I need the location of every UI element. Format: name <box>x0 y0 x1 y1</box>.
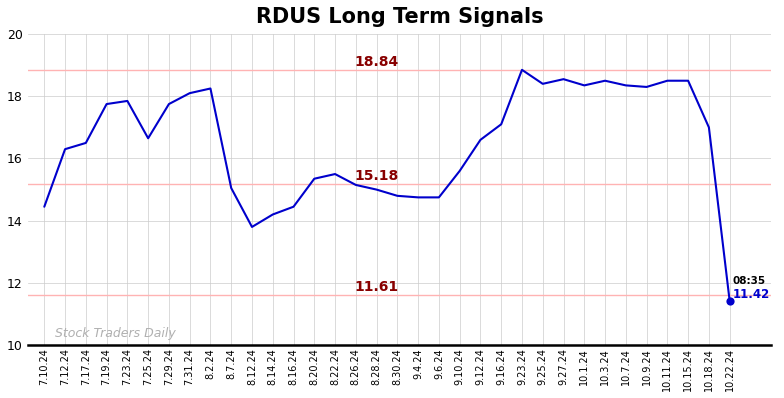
Text: 11.61: 11.61 <box>354 280 398 294</box>
Text: 15.18: 15.18 <box>354 169 399 183</box>
Title: RDUS Long Term Signals: RDUS Long Term Signals <box>256 7 543 27</box>
Text: 11.42: 11.42 <box>733 288 770 301</box>
Text: 18.84: 18.84 <box>354 55 399 69</box>
Point <box>724 298 736 304</box>
Text: Stock Traders Daily: Stock Traders Daily <box>55 326 176 339</box>
Text: 08:35: 08:35 <box>733 276 766 286</box>
